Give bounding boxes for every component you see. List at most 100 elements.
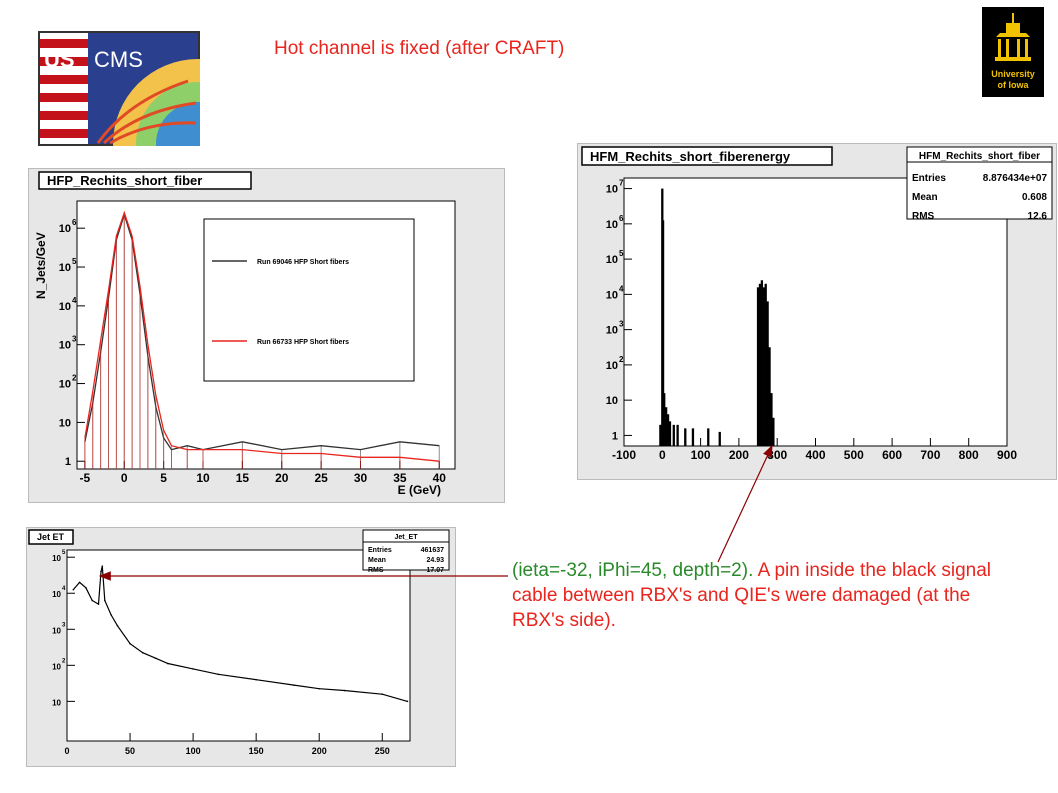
x-tick-label: 50 xyxy=(125,746,135,756)
chart-title-box xyxy=(38,171,252,190)
data-point xyxy=(72,588,75,591)
chart-title-box xyxy=(28,529,74,545)
x-tick-label: 20 xyxy=(275,471,289,485)
y-tick-label: 10 xyxy=(59,379,71,391)
histogram-bar xyxy=(691,428,695,446)
stats-title: Jet_ET xyxy=(395,534,419,541)
x-tick-label: 5 xyxy=(160,471,167,485)
histogram-bar xyxy=(707,428,710,446)
histogram-bar xyxy=(668,421,672,446)
y-tick-label: 10 xyxy=(59,262,71,274)
jet-et-chart: Jet ET0 50 100 150 200 25010102103104105Jet_E… xyxy=(28,529,450,756)
y-tick-exponent: 2 xyxy=(72,374,77,383)
data-point xyxy=(293,684,295,686)
data-point xyxy=(100,570,102,573)
y-tick-label: 10 xyxy=(52,662,61,671)
y-tick-label: 1 xyxy=(612,430,618,442)
series-run-69046 xyxy=(84,212,440,451)
x-axis-label: E (GeV) xyxy=(398,483,441,497)
y-tick-exponent: 4 xyxy=(72,296,77,305)
x-tick-label: 35 xyxy=(393,471,407,485)
x-tick-label: 0 xyxy=(659,448,666,462)
stats-value: 17.07 xyxy=(426,567,444,574)
x-tick-label: 0 xyxy=(64,746,69,756)
y-tick-exponent: 6 xyxy=(619,214,624,223)
histogram-bar xyxy=(718,431,721,446)
x-tick-label: 100 xyxy=(186,746,201,756)
y-axis-label: N_Jets/GeV xyxy=(34,232,48,299)
hfm-chart-panel: HFM_Rechits_short_fiberenergy -100 0 100 200… xyxy=(577,143,1057,480)
x-tick-label: 400 xyxy=(805,448,825,462)
x-tick-label: 10 xyxy=(196,471,210,485)
y-tick-exponent: 2 xyxy=(62,658,66,664)
y-tick-label: 10 xyxy=(606,360,618,372)
histogram-bar xyxy=(672,424,675,446)
legend-entry: Run 69046 HFP Short fibers xyxy=(257,259,349,266)
svg-text:University: University xyxy=(991,69,1035,79)
data-point xyxy=(116,624,119,627)
histogram-bar xyxy=(756,287,760,446)
y-tick-label: 10 xyxy=(606,289,618,301)
data-point xyxy=(406,700,409,703)
histogram-bar xyxy=(760,280,764,446)
chart-title: HFP_Rechits_short_fiber xyxy=(47,173,202,188)
chart-title: Jet ET xyxy=(37,532,65,542)
uscms-logo: US CMS xyxy=(38,31,283,229)
y-tick-label: 1 xyxy=(65,456,71,468)
x-tick-label: 250 xyxy=(375,746,390,756)
data-point xyxy=(97,603,100,605)
y-tick-exponent: 4 xyxy=(62,586,66,592)
histogram-bar xyxy=(664,407,668,446)
y-tick-label: 10 xyxy=(52,590,61,599)
stats-box xyxy=(906,146,1053,220)
y-tick-label: 10 xyxy=(606,325,618,337)
y-tick-label: 10 xyxy=(606,395,618,407)
slide-title: Hot channel is fixed (after CRAFT) xyxy=(274,38,565,59)
y-tick-label: 10 xyxy=(59,417,71,429)
y-tick-label: 10 xyxy=(606,254,618,266)
data-point xyxy=(167,662,169,665)
y-tick-exponent: 7 xyxy=(619,179,624,188)
y-tick-exponent: 6 xyxy=(72,218,77,227)
stats-title: HFM_Rechits_short_fiber xyxy=(919,151,1040,162)
svg-text:CMS: CMS xyxy=(94,47,143,72)
data-point xyxy=(129,642,131,645)
x-tick-label: -100 xyxy=(612,448,636,462)
histogram-bar xyxy=(758,283,762,446)
stats-value: 0.608 xyxy=(1022,192,1047,203)
x-tick-label: 15 xyxy=(236,471,250,485)
x-tick-label: 900 xyxy=(997,448,1017,462)
y-tick-exponent: 3 xyxy=(619,320,624,329)
x-tick-label: 600 xyxy=(882,448,902,462)
data-point xyxy=(101,565,104,568)
stats-box xyxy=(362,529,450,571)
histogram-bar xyxy=(661,220,665,446)
stats-value: 461637 xyxy=(421,547,444,554)
x-tick-label: 100 xyxy=(691,448,711,462)
jet-et-chart-panel: Jet ET 0 50 100 150 200 250 10 10 2 10 3 10 4 10 5 Jet_E… xyxy=(26,527,456,767)
stats-key: Entries xyxy=(912,173,946,184)
data-point xyxy=(343,689,346,692)
data-point xyxy=(110,614,112,616)
histogram-bar xyxy=(770,393,773,446)
x-tick-label: 0 xyxy=(121,471,128,485)
y-tick-label: 10 xyxy=(606,219,618,231)
svg-text:of Iowa: of Iowa xyxy=(998,80,1030,90)
data-point xyxy=(141,651,144,654)
plot-area xyxy=(66,549,411,742)
x-tick-label: 40 xyxy=(433,471,447,485)
y-tick-label: 10 xyxy=(52,698,61,707)
stats-key: Entries xyxy=(368,547,392,554)
svg-text:US: US xyxy=(44,47,75,72)
data-point xyxy=(217,673,220,676)
x-tick-label: 500 xyxy=(844,448,864,462)
y-tick-exponent: 2 xyxy=(619,355,624,364)
y-tick-exponent: 3 xyxy=(72,335,77,344)
series-run-66733 xyxy=(84,210,440,462)
jet-et-series xyxy=(72,566,408,702)
x-tick-label: 200 xyxy=(729,448,749,462)
y-tick-label: 10 xyxy=(52,626,61,635)
x-tick-label: 800 xyxy=(959,448,979,462)
chart-title-box xyxy=(581,146,833,166)
x-tick-label: 150 xyxy=(249,746,264,756)
